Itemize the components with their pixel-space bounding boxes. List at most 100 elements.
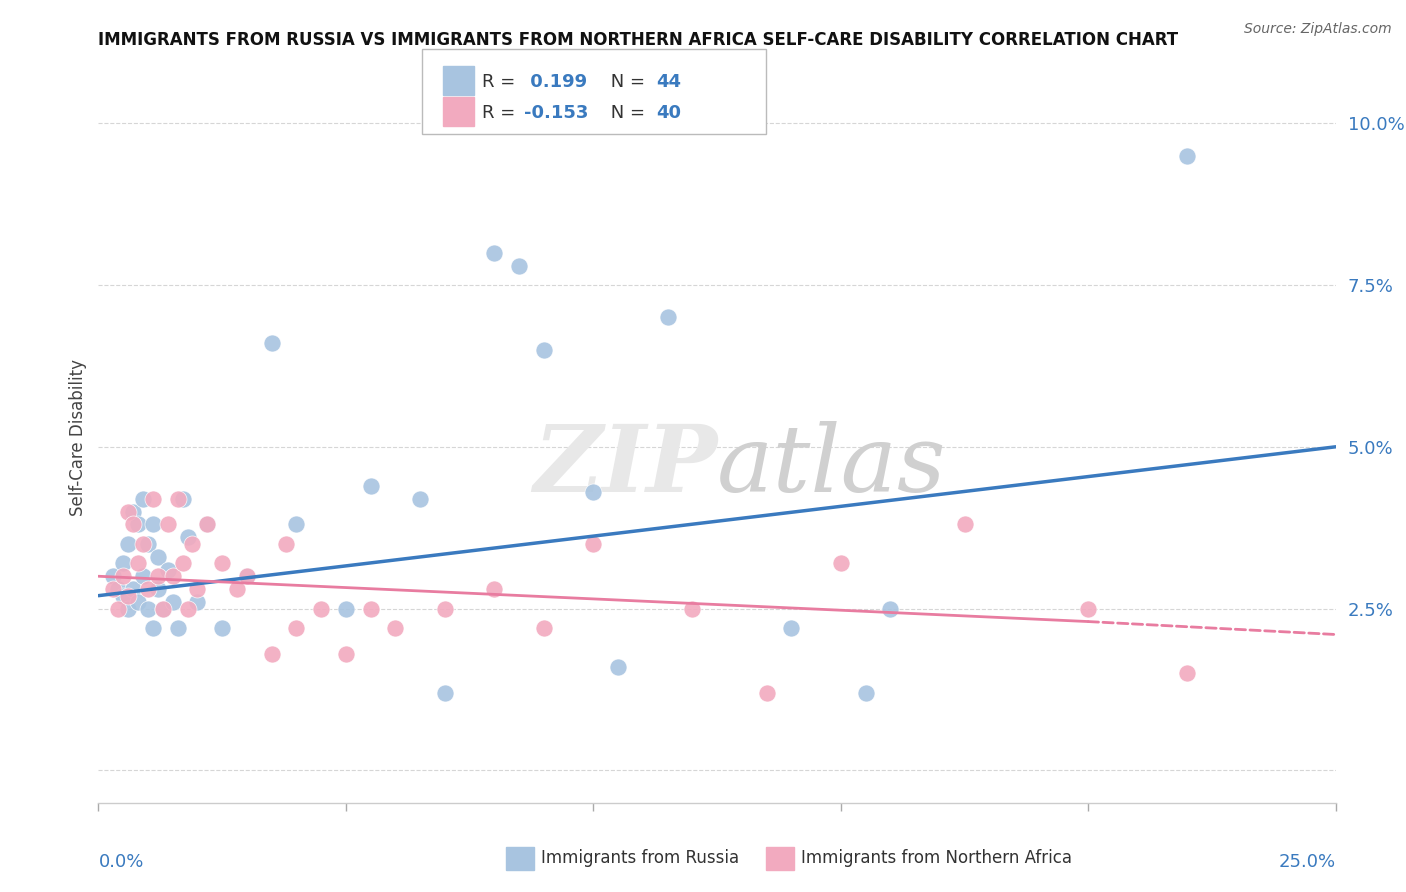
Point bbox=[176, 530, 198, 544]
Text: 44: 44 bbox=[657, 73, 682, 91]
Point bbox=[152, 601, 174, 615]
Point bbox=[657, 310, 679, 325]
Point bbox=[117, 589, 139, 603]
Point bbox=[142, 517, 165, 532]
Point bbox=[285, 517, 308, 532]
Point bbox=[172, 557, 194, 571]
Point bbox=[582, 537, 605, 551]
Point bbox=[112, 589, 135, 603]
Text: -0.153: -0.153 bbox=[524, 104, 589, 122]
Point bbox=[146, 569, 169, 583]
Point bbox=[181, 537, 204, 551]
Point bbox=[533, 621, 555, 635]
Point bbox=[953, 517, 976, 532]
Text: 0.199: 0.199 bbox=[524, 73, 588, 91]
Point bbox=[1175, 666, 1198, 681]
Point bbox=[132, 569, 155, 583]
Point bbox=[830, 557, 852, 571]
Text: atlas: atlas bbox=[717, 421, 946, 511]
Point bbox=[176, 601, 198, 615]
Point bbox=[236, 569, 259, 583]
Point bbox=[136, 537, 159, 551]
Point bbox=[607, 660, 630, 674]
Point bbox=[384, 621, 406, 635]
Text: Immigrants from Russia: Immigrants from Russia bbox=[541, 849, 740, 867]
Text: 40: 40 bbox=[657, 104, 682, 122]
Point bbox=[117, 504, 139, 518]
Point bbox=[226, 582, 249, 597]
Point bbox=[127, 557, 149, 571]
Text: Immigrants from Northern Africa: Immigrants from Northern Africa bbox=[801, 849, 1073, 867]
Point bbox=[152, 601, 174, 615]
Point bbox=[508, 259, 530, 273]
Point bbox=[236, 569, 259, 583]
Point bbox=[136, 601, 159, 615]
Point bbox=[117, 601, 139, 615]
Point bbox=[156, 563, 179, 577]
Point bbox=[132, 491, 155, 506]
Text: 25.0%: 25.0% bbox=[1278, 853, 1336, 871]
Point bbox=[211, 557, 233, 571]
Point bbox=[211, 621, 233, 635]
Point bbox=[162, 595, 184, 609]
Point bbox=[146, 582, 169, 597]
Text: Source: ZipAtlas.com: Source: ZipAtlas.com bbox=[1244, 22, 1392, 37]
Point bbox=[276, 537, 298, 551]
Point bbox=[335, 647, 357, 661]
Point bbox=[879, 601, 901, 615]
Point bbox=[112, 557, 135, 571]
Point bbox=[484, 245, 506, 260]
Point bbox=[127, 595, 149, 609]
Point bbox=[433, 601, 456, 615]
Point bbox=[103, 582, 125, 597]
Text: R =: R = bbox=[482, 104, 522, 122]
Text: IMMIGRANTS FROM RUSSIA VS IMMIGRANTS FROM NORTHERN AFRICA SELF-CARE DISABILITY C: IMMIGRANTS FROM RUSSIA VS IMMIGRANTS FRO… bbox=[98, 31, 1178, 49]
Point bbox=[162, 569, 184, 583]
Y-axis label: Self-Care Disability: Self-Care Disability bbox=[69, 359, 87, 516]
Point bbox=[103, 569, 125, 583]
Point bbox=[195, 517, 218, 532]
Point bbox=[335, 601, 357, 615]
Point bbox=[309, 601, 332, 615]
Point bbox=[780, 621, 803, 635]
Point bbox=[582, 485, 605, 500]
Text: 0.0%: 0.0% bbox=[98, 853, 143, 871]
Text: ZIP: ZIP bbox=[533, 421, 717, 511]
Point bbox=[156, 517, 179, 532]
Text: N =: N = bbox=[605, 73, 651, 91]
Point bbox=[132, 537, 155, 551]
Point bbox=[146, 549, 169, 564]
Point bbox=[260, 647, 283, 661]
Point bbox=[122, 517, 145, 532]
Point bbox=[112, 569, 135, 583]
Point bbox=[136, 582, 159, 597]
Point bbox=[107, 601, 129, 615]
Point bbox=[260, 336, 283, 351]
Point bbox=[172, 491, 194, 506]
Point bbox=[755, 686, 778, 700]
Point bbox=[186, 595, 208, 609]
Point bbox=[855, 686, 877, 700]
Point bbox=[142, 491, 165, 506]
Point bbox=[285, 621, 308, 635]
Point bbox=[127, 517, 149, 532]
Point bbox=[409, 491, 432, 506]
Point bbox=[681, 601, 703, 615]
Point bbox=[433, 686, 456, 700]
Point bbox=[195, 517, 218, 532]
Point bbox=[166, 491, 188, 506]
Point bbox=[122, 504, 145, 518]
Point bbox=[360, 478, 382, 492]
Text: N =: N = bbox=[605, 104, 651, 122]
Point bbox=[122, 582, 145, 597]
Point bbox=[166, 621, 188, 635]
Point bbox=[360, 601, 382, 615]
Text: R =: R = bbox=[482, 73, 522, 91]
Point bbox=[1077, 601, 1099, 615]
Point bbox=[107, 582, 129, 597]
Point bbox=[142, 621, 165, 635]
Point bbox=[1175, 148, 1198, 162]
Point bbox=[117, 537, 139, 551]
Point bbox=[484, 582, 506, 597]
Point bbox=[186, 582, 208, 597]
